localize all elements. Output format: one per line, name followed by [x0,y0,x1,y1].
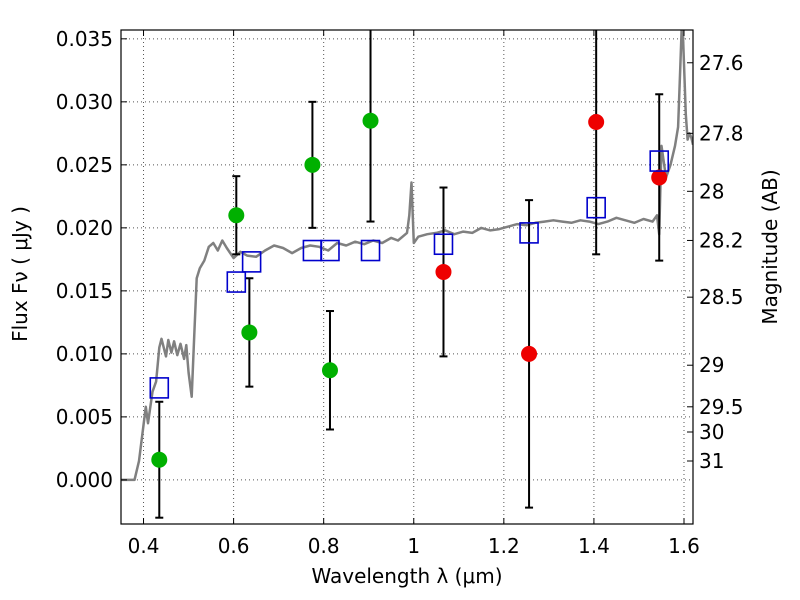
model-box [360,239,381,262]
model-boxes [149,150,670,399]
green-point [228,207,245,224]
y-axis-label: Flux Fν ( μJy ) [8,206,32,342]
x-tick-label: 1 [407,534,420,558]
plot-frame [120,29,694,525]
red-point [588,113,605,130]
y2-tick-label: 30 [699,420,724,444]
model-box [433,233,454,256]
y2-tick-label: 28 [699,179,724,203]
y-tick-label: 0.025 [56,153,113,177]
model-box [241,251,262,273]
y2-axis-label: Magnitude (AB) [758,169,782,324]
y2-tick-label: 29 [699,353,724,377]
y2-tick-label: 29.5 [699,395,744,419]
error-bars [155,30,664,519]
y-tick-label: 0.030 [56,90,113,114]
y2-tick-label: 27.8 [699,121,744,145]
green-point [362,112,379,129]
y-tick-label: 0.035 [56,27,113,51]
spectrum-series [121,30,693,482]
y-tick-label: 0.010 [56,342,113,366]
data-points [151,112,668,468]
model-box [226,271,247,293]
x-tick-label: 1.2 [488,534,520,558]
red-point [651,169,668,186]
y2-tick-label: 27.6 [699,51,744,75]
x-tick-label: 0.4 [128,534,160,558]
green-point [321,362,338,379]
y2-tick-label: 31 [699,449,724,473]
model-box [586,196,606,219]
y2-tick-label: 28.2 [699,228,744,252]
y-tick-label: 0.020 [56,216,113,240]
x-tick-label: 1.4 [578,534,610,558]
model-box [519,222,539,244]
red-point [435,263,452,280]
model-box [320,239,340,262]
model-box [149,377,170,399]
green-point [151,451,168,468]
red-point [521,345,538,362]
grid [121,30,693,524]
y-tick-label: 0.005 [56,405,113,429]
x-tick-label: 1.6 [668,534,700,558]
green-point [304,156,321,173]
x-tick-label: 0.6 [218,534,250,558]
axis-ticks [121,30,693,524]
spectrum-line [121,30,693,482]
x-tick-label: 0.8 [308,534,340,558]
model-box [649,150,670,172]
green-point [241,324,258,341]
x-axis-label: Wavelength λ (μm) [311,564,502,588]
tick-labels: 0.4 0.6 0.8 1 1.2 1.4 1.6 0.000 0.005 0.010 0.015 0… [56,27,744,558]
y-tick-label: 0.015 [56,279,113,303]
y2-tick-label: 28.5 [699,285,744,309]
y-tick-label: 0.000 [56,468,113,492]
model-box [302,239,323,262]
